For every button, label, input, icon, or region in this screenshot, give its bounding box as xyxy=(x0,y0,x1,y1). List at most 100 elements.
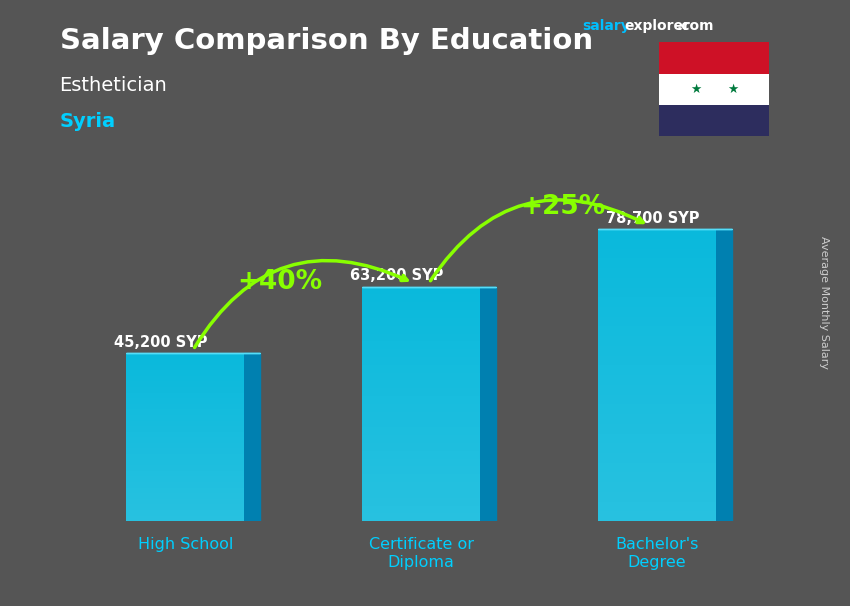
Bar xyxy=(598,327,716,336)
Bar xyxy=(362,333,480,341)
Bar xyxy=(362,295,480,302)
Bar xyxy=(362,365,480,373)
Bar xyxy=(659,105,769,136)
Bar xyxy=(598,268,716,278)
Bar xyxy=(598,385,716,395)
Bar xyxy=(362,435,480,443)
Bar xyxy=(362,302,480,310)
Bar xyxy=(362,490,480,498)
Bar xyxy=(127,448,244,454)
Bar xyxy=(127,404,244,410)
Text: ★: ★ xyxy=(690,83,701,96)
Bar xyxy=(598,444,716,453)
Text: Average Monthly Salary: Average Monthly Salary xyxy=(819,236,829,370)
Bar xyxy=(362,287,480,521)
Text: .com: .com xyxy=(677,19,714,33)
Text: +40%: +40% xyxy=(237,269,322,295)
Bar xyxy=(362,467,480,474)
Bar xyxy=(127,353,244,359)
Bar xyxy=(598,502,716,511)
Text: 78,700 SYP: 78,700 SYP xyxy=(606,211,700,225)
Polygon shape xyxy=(716,229,732,521)
Bar xyxy=(127,381,244,387)
Bar xyxy=(127,370,244,376)
Bar xyxy=(127,438,244,443)
Bar xyxy=(362,443,480,451)
Bar xyxy=(598,375,716,385)
Bar xyxy=(659,42,769,74)
Bar xyxy=(127,465,244,471)
Bar xyxy=(598,336,716,346)
Polygon shape xyxy=(244,353,260,521)
Text: salary: salary xyxy=(582,19,630,33)
Bar xyxy=(598,492,716,502)
Bar xyxy=(598,511,716,521)
Bar xyxy=(362,310,480,318)
Bar xyxy=(598,248,716,258)
Bar xyxy=(127,482,244,488)
Bar xyxy=(127,387,244,393)
Bar xyxy=(362,357,480,365)
Bar xyxy=(127,460,244,465)
Bar xyxy=(127,504,244,510)
Bar xyxy=(127,493,244,499)
Text: Esthetician: Esthetician xyxy=(60,76,167,95)
Bar xyxy=(598,298,716,307)
Bar xyxy=(127,421,244,426)
Bar xyxy=(598,258,716,268)
Bar xyxy=(598,346,716,356)
Bar xyxy=(127,431,244,438)
Bar xyxy=(127,499,244,504)
Polygon shape xyxy=(480,287,496,521)
Bar xyxy=(362,505,480,513)
Bar xyxy=(127,488,244,493)
Bar xyxy=(127,410,244,415)
Text: Syria: Syria xyxy=(60,112,116,131)
Bar xyxy=(362,474,480,482)
Bar xyxy=(127,426,244,431)
Bar xyxy=(598,463,716,473)
Bar xyxy=(127,471,244,476)
Text: Salary Comparison By Education: Salary Comparison By Education xyxy=(60,27,592,55)
Bar xyxy=(127,393,244,398)
Bar xyxy=(598,424,716,433)
Bar xyxy=(598,365,716,375)
Bar xyxy=(598,433,716,444)
Bar xyxy=(598,356,716,365)
Bar xyxy=(127,365,244,370)
Bar xyxy=(127,376,244,381)
Bar xyxy=(362,396,480,404)
Bar xyxy=(598,278,716,288)
Bar xyxy=(127,476,244,482)
Bar xyxy=(362,498,480,505)
Bar xyxy=(362,381,480,388)
Bar xyxy=(127,510,244,516)
Text: explorer: explorer xyxy=(625,19,690,33)
Bar xyxy=(127,359,244,365)
Bar xyxy=(362,459,480,467)
Bar xyxy=(127,454,244,460)
Bar xyxy=(598,229,716,521)
Bar xyxy=(598,288,716,298)
Bar xyxy=(598,473,716,482)
Bar xyxy=(362,349,480,357)
Bar xyxy=(598,482,716,492)
Bar xyxy=(598,395,716,404)
Text: 45,200 SYP: 45,200 SYP xyxy=(114,335,207,350)
Text: 63,200 SYP: 63,200 SYP xyxy=(349,268,443,283)
Bar xyxy=(362,287,480,295)
Bar xyxy=(362,482,480,490)
Bar xyxy=(362,404,480,411)
Bar xyxy=(362,341,480,349)
Bar xyxy=(598,307,716,317)
Bar xyxy=(598,239,716,248)
Bar xyxy=(598,453,716,463)
Bar xyxy=(127,415,244,421)
Bar xyxy=(127,443,244,448)
Bar xyxy=(598,414,716,424)
Bar xyxy=(362,388,480,396)
Bar xyxy=(362,419,480,427)
Bar xyxy=(362,318,480,326)
Bar xyxy=(362,513,480,521)
Text: +25%: +25% xyxy=(520,195,605,221)
